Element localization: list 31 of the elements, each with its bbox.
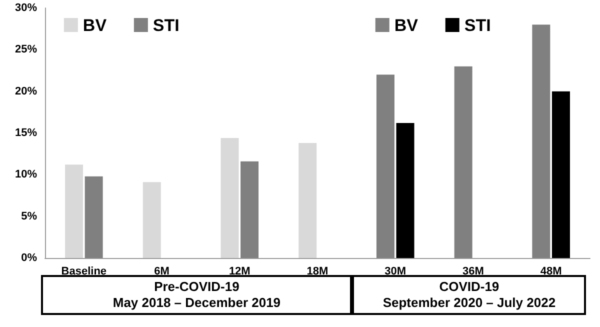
period-box: COVID-19 September 2020 – July 2022 xyxy=(352,275,586,315)
x-tick-label: 36M xyxy=(462,266,484,278)
y-tick-label: 15% xyxy=(14,127,38,139)
y-tick-label: 25% xyxy=(14,44,38,56)
bar xyxy=(84,176,103,258)
x-tick-label: 30M xyxy=(384,266,406,278)
y-tick-label: 20% xyxy=(14,85,38,98)
bar xyxy=(396,123,414,258)
bar xyxy=(552,91,570,258)
x-tick-label: 18M xyxy=(306,266,328,278)
bar xyxy=(240,161,259,258)
y-tick-label: 5% xyxy=(21,210,38,222)
x-tick-label: 48M xyxy=(540,266,562,278)
bar xyxy=(65,164,84,258)
period-box: Pre-COVID-19 May 2018 – December 2019 xyxy=(41,275,352,315)
bar xyxy=(298,143,317,258)
y-tick-label: 10% xyxy=(14,168,38,181)
y-tick-label: 0% xyxy=(21,252,38,264)
bar xyxy=(220,138,239,258)
bar xyxy=(142,182,161,258)
bar xyxy=(376,74,394,258)
x-tick-label: 6M xyxy=(154,266,170,278)
bar xyxy=(532,24,550,258)
x-tick-label: Baseline xyxy=(61,266,107,278)
legend-label: BV xyxy=(394,16,419,35)
legend-label: STI xyxy=(152,16,180,35)
legend-label: BV xyxy=(82,16,108,35)
bar xyxy=(454,66,472,258)
x-tick-label: 12M xyxy=(228,266,250,278)
legend-label: STI xyxy=(464,16,491,35)
y-tick-label: 30% xyxy=(14,2,38,14)
